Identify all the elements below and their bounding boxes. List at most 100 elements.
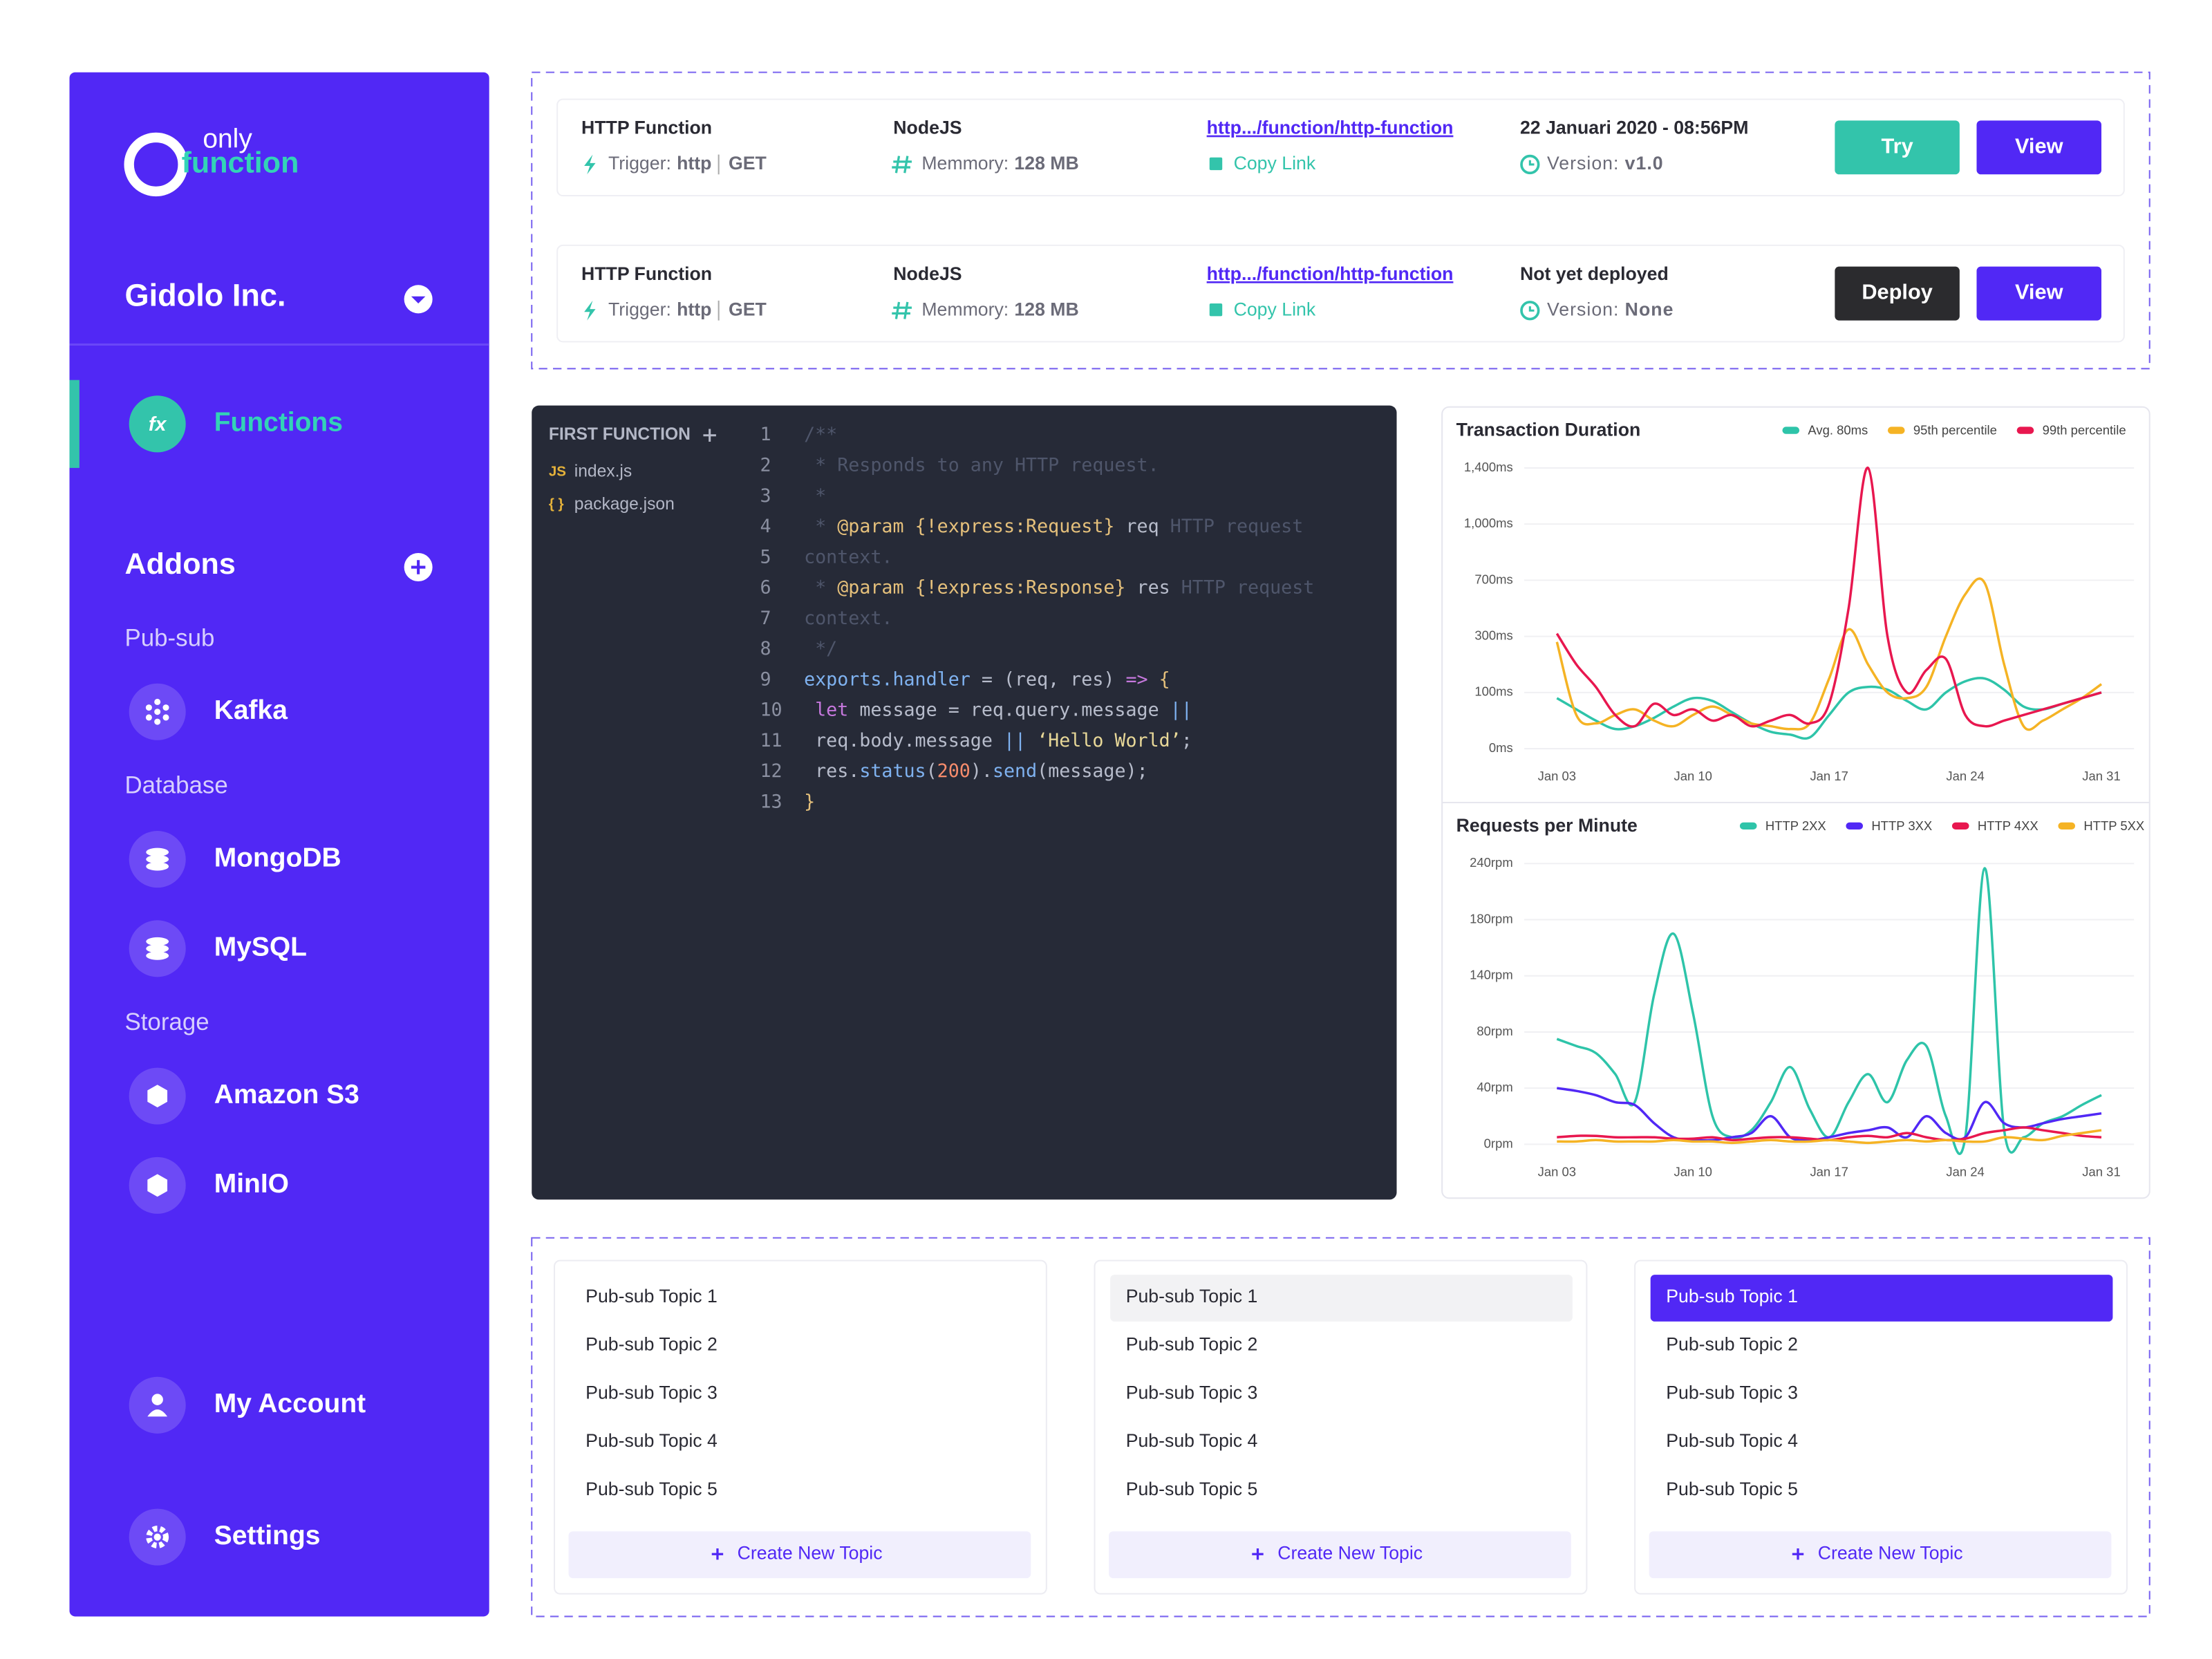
topic-item[interactable]: Pub-sub Topic 4 xyxy=(585,1430,718,1451)
series-line xyxy=(1557,1087,2102,1142)
line-number: 4 xyxy=(760,516,771,537)
trigger-type: http xyxy=(677,299,711,319)
code-token: context. xyxy=(804,546,892,568)
addon-item[interactable]: MySQL xyxy=(214,932,307,962)
code-token: @param xyxy=(837,577,903,599)
line-number: 3 xyxy=(760,485,771,507)
topic-item[interactable]: Pub-sub Topic 5 xyxy=(1126,1479,1258,1499)
copy-icon xyxy=(1209,303,1223,317)
topic-item[interactable]: Pub-sub Topic 1 xyxy=(1126,1286,1258,1306)
nav-glyph xyxy=(145,704,152,711)
function-link[interactable]: http.../function/http-function xyxy=(1207,263,1454,284)
file-name[interactable]: package.json xyxy=(574,495,675,514)
code-token: {!express:Response} xyxy=(904,577,1126,599)
topic-item[interactable]: Pub-sub Topic 4 xyxy=(1666,1430,1798,1451)
y-tick-label: 0rpm xyxy=(1484,1136,1513,1150)
topic-item[interactable]: Pub-sub Topic 1 xyxy=(1666,1286,1798,1306)
line-number: 5 xyxy=(760,546,771,568)
line-chart: Requests per Minute 0rpm 40rpm 80rpm 140rpm 1… xyxy=(1456,815,2145,1179)
trigger-icon xyxy=(584,300,596,321)
action-button[interactable] xyxy=(1835,120,1960,175)
legend-label: 99th percentile xyxy=(2043,422,2126,437)
action-button-label: View xyxy=(2015,133,2063,158)
create-topic-button[interactable] xyxy=(1649,1531,2112,1579)
clock-hands xyxy=(1528,160,1535,166)
line-number: 11 xyxy=(760,730,782,751)
create-topic-button[interactable] xyxy=(568,1531,1031,1579)
create-topic-button[interactable] xyxy=(1109,1531,1571,1579)
topic-item[interactable]: Pub-sub Topic 3 xyxy=(585,1382,718,1403)
addon-item[interactable]: Kafka xyxy=(214,695,288,725)
create-plus xyxy=(1792,1548,1804,1560)
code-token: res xyxy=(1125,577,1181,599)
nav-glyph xyxy=(146,862,169,871)
version-label: Version: xyxy=(1547,299,1620,319)
copy-link[interactable]: Copy Link xyxy=(1234,299,1316,319)
x-tick-label: Jan 31 xyxy=(2082,769,2120,783)
addon-item[interactable]: Amazon S3 xyxy=(214,1080,359,1109)
action-button[interactable] xyxy=(1976,120,2101,175)
chart-title: Requests per Minute xyxy=(1456,815,1638,836)
y-tick-label: 100ms xyxy=(1474,684,1512,699)
topic-item[interactable]: Pub-sub Topic 2 xyxy=(585,1334,718,1355)
code-token: => xyxy=(1125,668,1147,690)
function-link[interactable]: http.../function/http-function xyxy=(1207,118,1454,138)
addon-item[interactable]: MongoDB xyxy=(214,843,341,872)
code-token: || xyxy=(1004,730,1026,751)
legend-label: 95th percentile xyxy=(1913,422,1997,437)
code-token: || xyxy=(1170,700,1192,721)
nav-glyph xyxy=(146,951,169,960)
topic-item[interactable]: Pub-sub Topic 3 xyxy=(1126,1382,1258,1403)
functions-frame xyxy=(531,71,2150,370)
memory-icon xyxy=(892,301,912,319)
editor-title: FIRST FUNCTION xyxy=(549,425,691,444)
code-token: let xyxy=(804,700,848,721)
topic-item[interactable]: Pub-sub Topic 5 xyxy=(1666,1479,1798,1499)
topic-item[interactable]: Pub-sub Topic 5 xyxy=(585,1479,718,1499)
trigger-label: Trigger: xyxy=(608,153,671,174)
legend-label: Avg. 80ms xyxy=(1808,422,1868,437)
topic-selected xyxy=(1650,1275,2113,1322)
trigger-type: http xyxy=(677,153,711,174)
addon-item[interactable]: MinIO xyxy=(214,1169,289,1199)
line-number: 1 xyxy=(760,424,771,445)
bottom-nav-item[interactable]: My Account xyxy=(214,1389,366,1418)
functions-icon xyxy=(129,395,186,453)
x-tick-label: Jan 17 xyxy=(1810,769,1848,783)
series-line xyxy=(1556,867,2102,1155)
version-value: v1.0 xyxy=(1625,153,1664,174)
file-name[interactable]: index.js xyxy=(574,462,632,481)
copy-link[interactable]: Copy Link xyxy=(1234,153,1316,174)
add-addon-plus xyxy=(411,560,426,574)
legend-label: HTTP 4XX xyxy=(1978,818,2038,833)
legend-swatch xyxy=(2016,427,2034,434)
legend-label: HTTP 3XX xyxy=(1871,818,1932,833)
code-token: req.body.message xyxy=(804,730,1004,751)
chart-title: Transaction Duration xyxy=(1456,420,1641,440)
clock-hands xyxy=(1528,306,1535,312)
topic-item[interactable]: Pub-sub Topic 2 xyxy=(1126,1334,1258,1355)
nav-functions[interactable]: Functions xyxy=(214,408,343,438)
topic-item[interactable]: Pub-sub Topic 4 xyxy=(1126,1430,1258,1451)
deploy-date: Not yet deployed xyxy=(1520,263,1669,284)
nav-glyph xyxy=(147,1174,168,1197)
topic-item[interactable]: Pub-sub Topic 1 xyxy=(585,1286,718,1306)
action-button[interactable] xyxy=(1835,266,1960,321)
code-token: * xyxy=(804,577,837,599)
y-tick-label: 1,400ms xyxy=(1464,460,1513,474)
create-topic-label: Create New Topic xyxy=(738,1542,883,1563)
add-file xyxy=(703,429,716,442)
topic-item[interactable]: Pub-sub Topic 2 xyxy=(1666,1334,1798,1355)
action-button[interactable] xyxy=(1976,266,2101,321)
runtime: NodeJS xyxy=(893,118,962,138)
bottom-nav-item[interactable]: Settings xyxy=(214,1521,321,1550)
memory-label: Memmory: xyxy=(921,299,1009,319)
dropdown-caret xyxy=(411,296,426,303)
topic-item[interactable]: Pub-sub Topic 3 xyxy=(1666,1382,1798,1403)
code-editor xyxy=(532,405,1397,1200)
memory-label: Memmory: xyxy=(921,153,1009,174)
function-row xyxy=(556,98,2125,197)
legend-label: HTTP 5XX xyxy=(2083,818,2144,833)
